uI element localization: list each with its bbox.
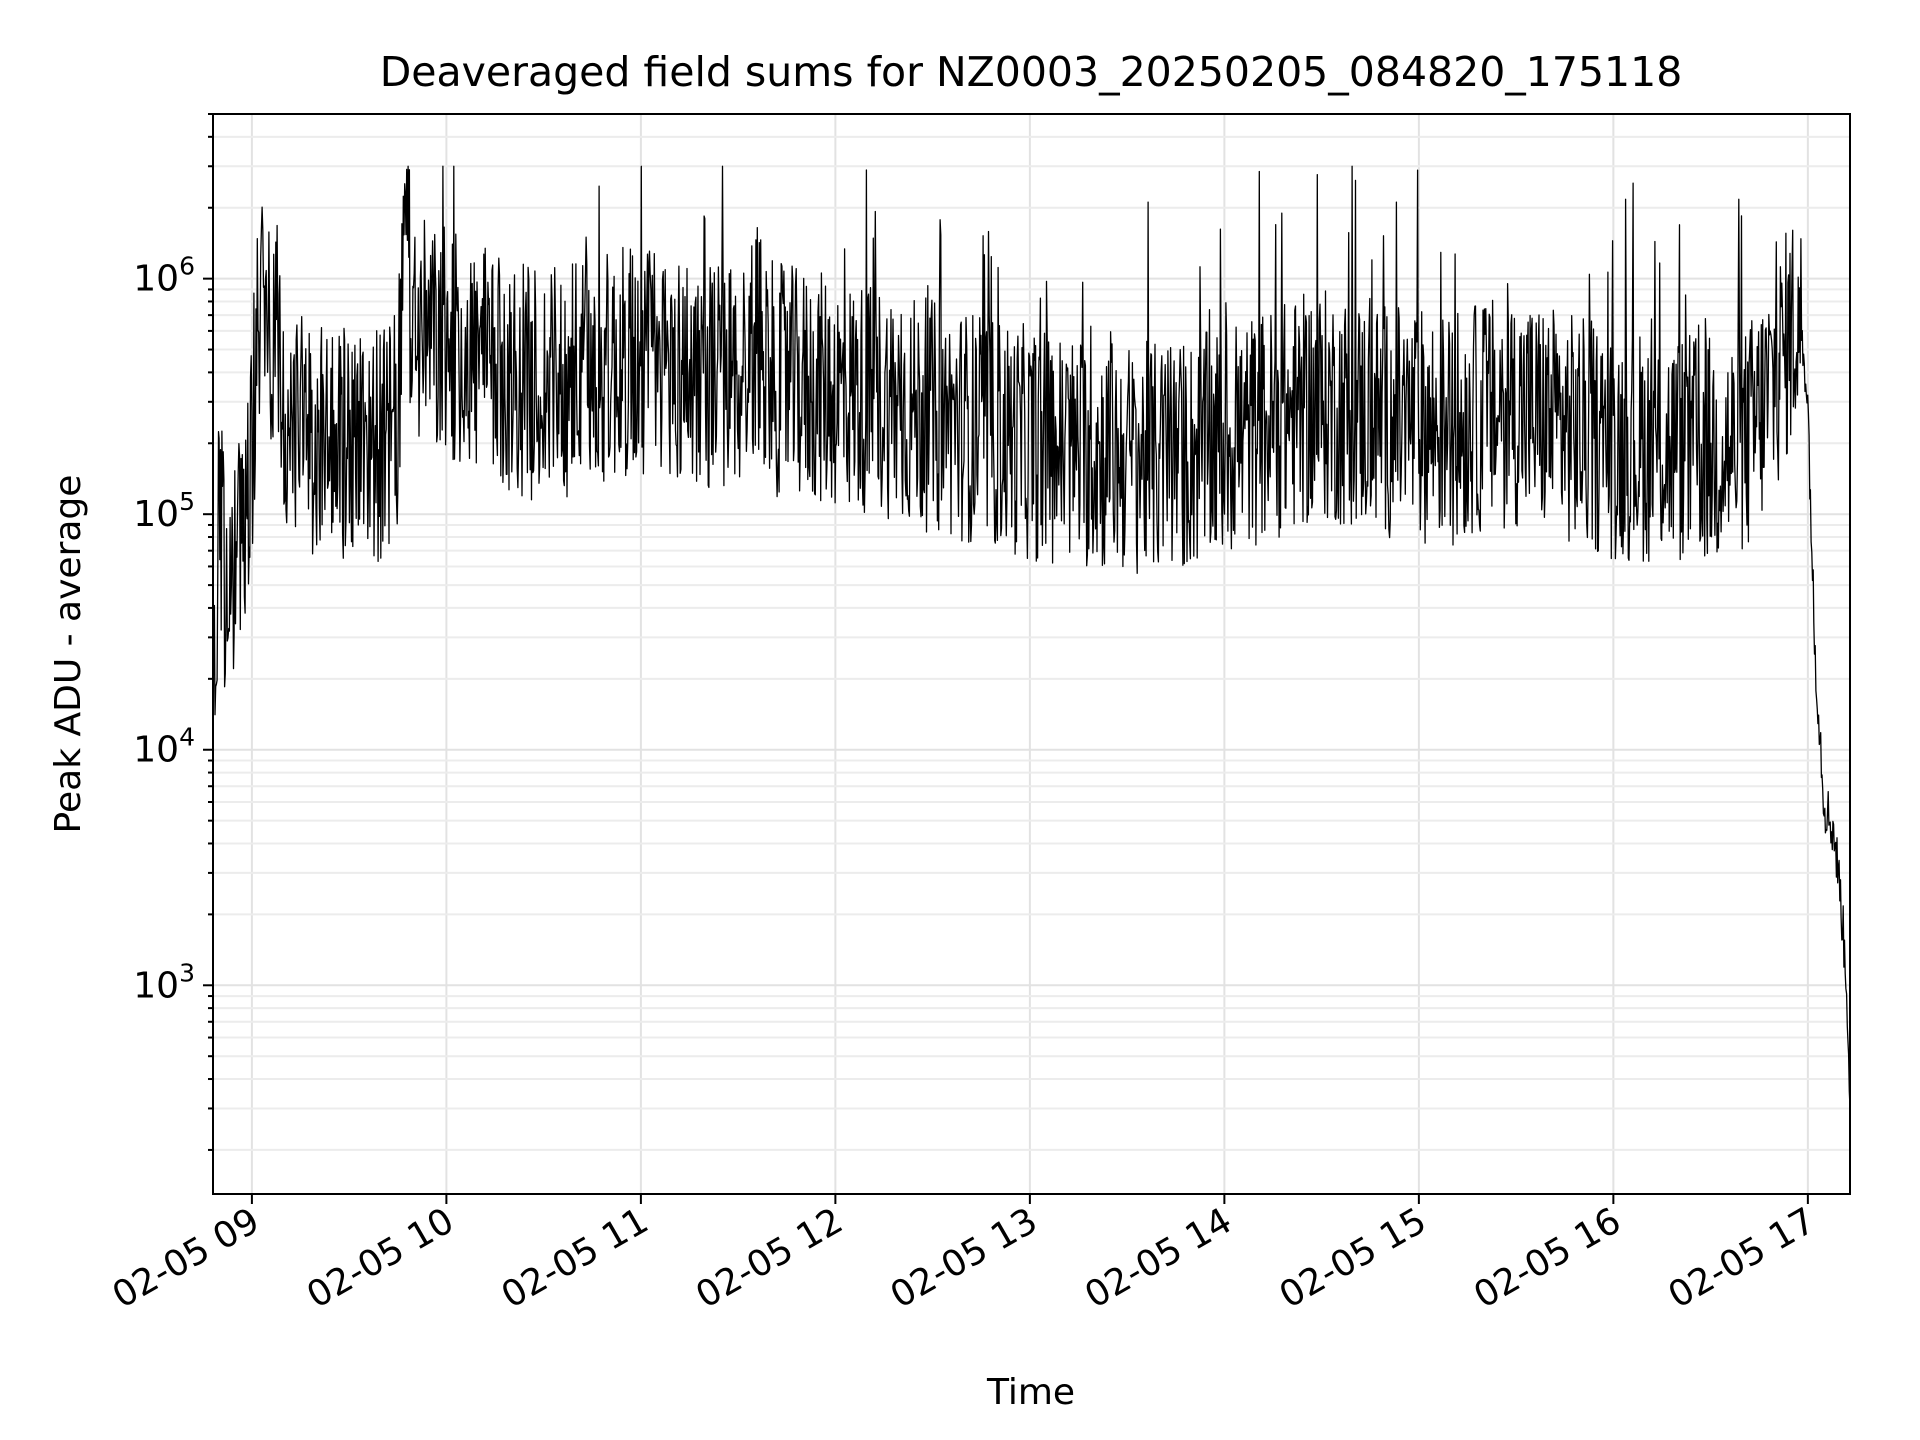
- y-tick-label: 103: [133, 958, 195, 1006]
- plot-frame: [212, 113, 1851, 1195]
- x-axis-label: Time: [986, 1372, 1075, 1413]
- y-tick-label: 104: [133, 723, 195, 771]
- y-tick-label: 105: [133, 487, 195, 535]
- series-line: [212, 165, 1851, 1108]
- chart-title: Deaveraged field sums for NZ0003_2025020…: [380, 48, 1683, 96]
- y-axis-label: Peak ADU - average: [48, 475, 89, 834]
- y-tick-label: 106: [133, 252, 195, 300]
